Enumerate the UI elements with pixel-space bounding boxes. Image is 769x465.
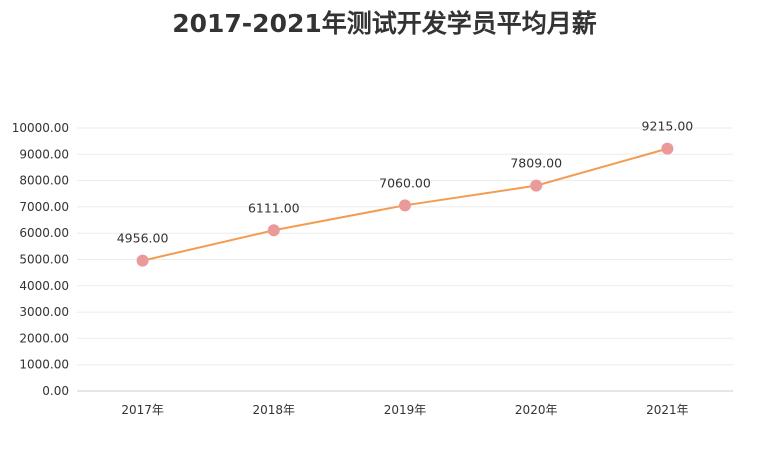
chart-title: 2017-2021年测试开发学员平均月薪 xyxy=(172,9,597,38)
data-labels: 4956.00 6111.00 7060.00 7809.00 9215.00 xyxy=(117,119,694,246)
y-tick-label: 3000.00 xyxy=(19,305,69,319)
x-tick-label: 2018年 xyxy=(253,403,296,417)
data-label: 7809.00 xyxy=(510,156,562,171)
x-tick-label: 2017年 xyxy=(121,403,164,417)
y-tick-label: 5000.00 xyxy=(19,253,69,267)
y-tick-label: 0.00 xyxy=(42,384,69,398)
y-tick-label: 8000.00 xyxy=(19,174,69,188)
data-label: 7060.00 xyxy=(379,175,431,190)
data-point[interactable] xyxy=(136,254,149,267)
y-tick-label: 9000.00 xyxy=(19,147,69,161)
axes: 0.00 1000.00 2000.00 3000.00 4000.00 5000.00 6… xyxy=(12,121,733,417)
data-point[interactable] xyxy=(661,142,674,155)
y-tick-label: 4000.00 xyxy=(19,279,69,293)
x-tick-label: 2021年 xyxy=(646,403,689,417)
data-label: 9215.00 xyxy=(642,119,694,134)
data-point[interactable] xyxy=(267,224,280,237)
y-tick-label: 6000.00 xyxy=(19,226,69,240)
y-tick-label: 10000.00 xyxy=(12,121,69,135)
series-layer xyxy=(136,142,674,267)
gridlines xyxy=(77,127,733,366)
y-tick-label: 7000.00 xyxy=(19,200,69,214)
data-label: 6111.00 xyxy=(248,200,300,215)
data-point[interactable] xyxy=(399,199,411,212)
data-label: 4956.00 xyxy=(117,231,169,246)
y-tick-label: 2000.00 xyxy=(19,331,69,345)
data-point[interactable] xyxy=(530,179,543,192)
x-tick-label: 2020年 xyxy=(515,403,558,417)
y-tick-label: 1000.00 xyxy=(19,358,69,372)
x-tick-label: 2019年 xyxy=(384,403,427,417)
